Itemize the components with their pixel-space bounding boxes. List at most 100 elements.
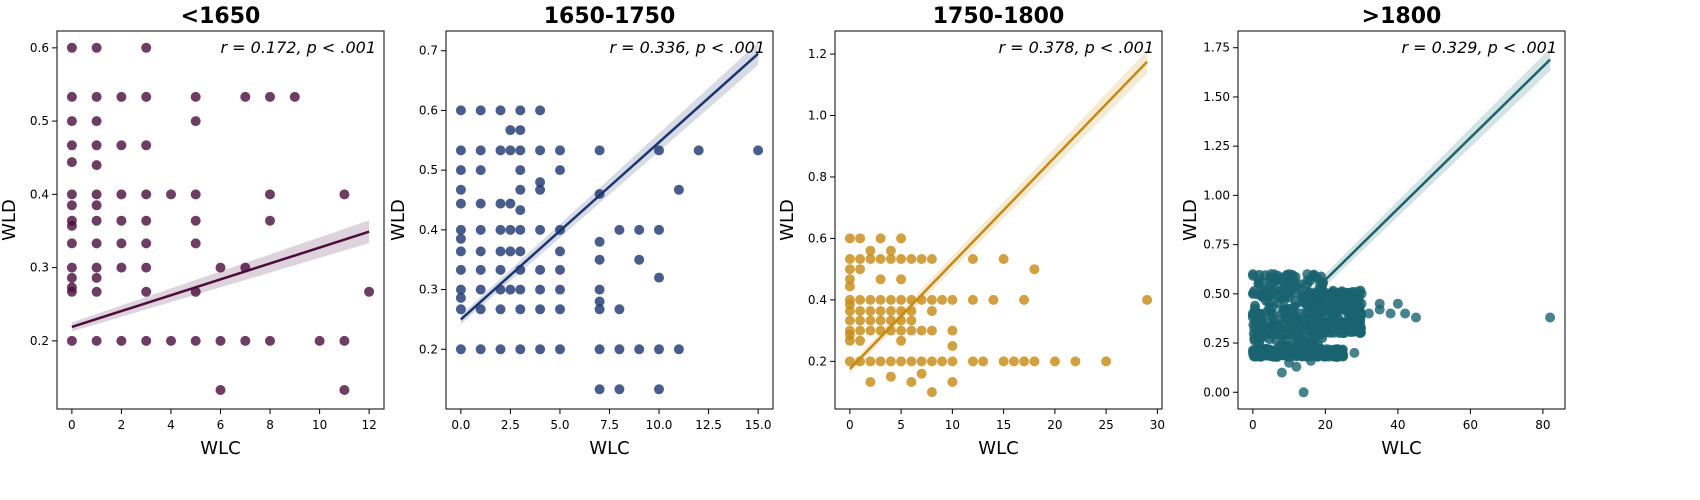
data-point bbox=[495, 304, 506, 315]
data-point bbox=[654, 272, 664, 283]
data-point bbox=[535, 184, 546, 195]
data-point bbox=[141, 42, 152, 53]
data-point bbox=[1247, 269, 1258, 280]
cluster-point bbox=[1288, 283, 1299, 294]
data-point bbox=[896, 356, 907, 367]
data-point bbox=[515, 304, 526, 315]
data-point bbox=[166, 335, 176, 346]
y-tick-label: 0.25 bbox=[1203, 336, 1230, 350]
data-point bbox=[455, 284, 466, 295]
data-point bbox=[926, 306, 937, 316]
data-point bbox=[594, 254, 605, 265]
correlation-annotation: r = 0.336, p < .001 bbox=[610, 38, 766, 57]
data-point bbox=[289, 91, 300, 102]
correlation-annotation: r = 0.172, p < .001 bbox=[221, 38, 377, 57]
data-point bbox=[455, 264, 466, 275]
data-point bbox=[844, 264, 855, 275]
data-point bbox=[91, 91, 102, 102]
y-tick-label: 0.3 bbox=[419, 283, 438, 297]
data-point bbox=[855, 264, 866, 275]
cluster-point bbox=[1280, 304, 1290, 315]
y-tick-label: 0.4 bbox=[419, 223, 438, 237]
cluster-point bbox=[1288, 324, 1299, 335]
data-point bbox=[455, 184, 466, 195]
data-point bbox=[594, 145, 605, 156]
cluster-point bbox=[1302, 344, 1313, 355]
data-point bbox=[896, 294, 907, 305]
data-point bbox=[947, 356, 958, 367]
cluster-point bbox=[1338, 328, 1349, 339]
y-tick-label: 1.25 bbox=[1203, 139, 1230, 153]
x-tick-label: 2.5 bbox=[501, 418, 520, 432]
data-point bbox=[614, 304, 625, 315]
data-point bbox=[240, 91, 251, 102]
data-point bbox=[1029, 264, 1040, 275]
data-point bbox=[141, 140, 152, 151]
data-point bbox=[594, 236, 605, 247]
data-point bbox=[1374, 304, 1385, 315]
data-point bbox=[364, 286, 375, 297]
data-point bbox=[505, 224, 516, 235]
data-point bbox=[535, 105, 546, 116]
data-point bbox=[885, 245, 896, 256]
cluster-point bbox=[1265, 291, 1276, 301]
data-point bbox=[455, 165, 466, 176]
data-point bbox=[265, 335, 275, 346]
data-point bbox=[1545, 312, 1556, 323]
data-point bbox=[495, 264, 506, 275]
data-point bbox=[1320, 288, 1331, 299]
data-point bbox=[455, 224, 466, 235]
data-point bbox=[1305, 355, 1316, 366]
data-point bbox=[555, 284, 565, 295]
data-point bbox=[455, 105, 466, 116]
data-point bbox=[91, 272, 102, 283]
x-axis-label: WLC bbox=[589, 438, 629, 459]
data-point bbox=[614, 224, 625, 235]
data-point bbox=[555, 165, 565, 176]
data-point bbox=[515, 105, 526, 116]
data-point bbox=[190, 116, 201, 127]
data-point bbox=[844, 335, 855, 346]
data-point bbox=[190, 335, 201, 346]
data-point bbox=[66, 200, 77, 211]
data-point bbox=[505, 284, 516, 295]
cluster-point bbox=[1319, 325, 1330, 336]
x-tick-label: 10 bbox=[312, 418, 327, 432]
plot-area bbox=[1247, 48, 1556, 398]
data-point bbox=[455, 292, 466, 303]
data-point bbox=[1019, 294, 1030, 305]
data-point bbox=[844, 356, 855, 367]
data-point bbox=[215, 385, 226, 395]
data-point bbox=[947, 325, 958, 336]
data-point bbox=[855, 315, 866, 326]
data-point bbox=[455, 233, 466, 244]
x-tick-label: 4 bbox=[167, 418, 175, 432]
data-point bbox=[865, 325, 876, 336]
data-point bbox=[339, 189, 350, 200]
regression-line bbox=[460, 52, 759, 321]
data-point bbox=[844, 281, 855, 292]
x-axis-label: WLC bbox=[1381, 438, 1421, 459]
data-point bbox=[1029, 356, 1040, 367]
data-point bbox=[937, 356, 948, 367]
data-point bbox=[855, 254, 866, 264]
y-axis-label: WLD bbox=[777, 199, 798, 241]
data-point bbox=[116, 140, 127, 151]
data-point bbox=[91, 116, 102, 127]
regression-line bbox=[71, 230, 370, 329]
data-point bbox=[885, 306, 896, 316]
x-tick-label: 6 bbox=[217, 418, 225, 432]
data-point bbox=[1284, 269, 1295, 280]
data-point bbox=[515, 145, 526, 156]
cluster-point bbox=[1256, 277, 1267, 288]
data-point bbox=[91, 335, 102, 346]
data-point bbox=[1247, 308, 1258, 319]
data-point bbox=[1349, 347, 1360, 358]
data-point bbox=[1019, 356, 1030, 367]
y-tick-label: 0.50 bbox=[1203, 287, 1230, 301]
data-point bbox=[339, 335, 350, 346]
data-point bbox=[475, 105, 486, 116]
data-point bbox=[967, 254, 978, 264]
correlation-annotation: r = 0.378, p < .001 bbox=[999, 38, 1155, 57]
